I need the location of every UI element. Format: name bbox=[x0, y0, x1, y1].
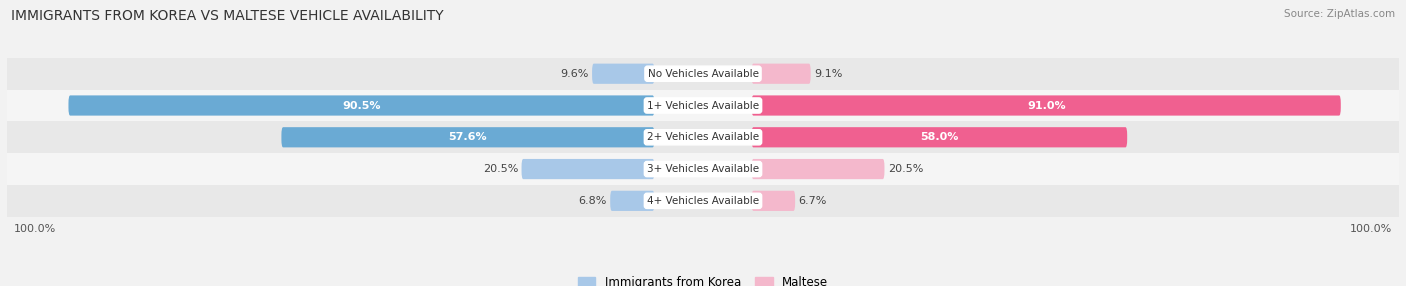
Text: 91.0%: 91.0% bbox=[1026, 100, 1066, 110]
Text: 6.8%: 6.8% bbox=[578, 196, 607, 206]
FancyBboxPatch shape bbox=[7, 121, 1399, 153]
FancyBboxPatch shape bbox=[7, 90, 1399, 121]
Text: Source: ZipAtlas.com: Source: ZipAtlas.com bbox=[1284, 9, 1395, 19]
Text: 2+ Vehicles Available: 2+ Vehicles Available bbox=[647, 132, 759, 142]
Legend: Immigrants from Korea, Maltese: Immigrants from Korea, Maltese bbox=[578, 276, 828, 286]
FancyBboxPatch shape bbox=[610, 191, 654, 211]
FancyBboxPatch shape bbox=[752, 159, 884, 179]
Text: 20.5%: 20.5% bbox=[887, 164, 924, 174]
FancyBboxPatch shape bbox=[592, 63, 654, 84]
FancyBboxPatch shape bbox=[69, 96, 654, 116]
Text: 9.6%: 9.6% bbox=[561, 69, 589, 79]
FancyBboxPatch shape bbox=[752, 127, 1128, 147]
FancyBboxPatch shape bbox=[752, 63, 811, 84]
Text: 3+ Vehicles Available: 3+ Vehicles Available bbox=[647, 164, 759, 174]
Text: No Vehicles Available: No Vehicles Available bbox=[648, 69, 758, 79]
Text: 6.7%: 6.7% bbox=[799, 196, 827, 206]
FancyBboxPatch shape bbox=[752, 96, 1341, 116]
Text: 58.0%: 58.0% bbox=[921, 132, 959, 142]
Text: 20.5%: 20.5% bbox=[482, 164, 519, 174]
Text: 100.0%: 100.0% bbox=[14, 224, 56, 234]
Text: 4+ Vehicles Available: 4+ Vehicles Available bbox=[647, 196, 759, 206]
Text: 9.1%: 9.1% bbox=[814, 69, 842, 79]
Text: 100.0%: 100.0% bbox=[1350, 224, 1392, 234]
FancyBboxPatch shape bbox=[7, 185, 1399, 217]
Text: 57.6%: 57.6% bbox=[449, 132, 488, 142]
Text: 90.5%: 90.5% bbox=[342, 100, 381, 110]
FancyBboxPatch shape bbox=[7, 153, 1399, 185]
FancyBboxPatch shape bbox=[7, 58, 1399, 90]
FancyBboxPatch shape bbox=[522, 159, 654, 179]
Text: IMMIGRANTS FROM KOREA VS MALTESE VEHICLE AVAILABILITY: IMMIGRANTS FROM KOREA VS MALTESE VEHICLE… bbox=[11, 9, 444, 23]
FancyBboxPatch shape bbox=[752, 191, 796, 211]
Text: 1+ Vehicles Available: 1+ Vehicles Available bbox=[647, 100, 759, 110]
FancyBboxPatch shape bbox=[281, 127, 654, 147]
